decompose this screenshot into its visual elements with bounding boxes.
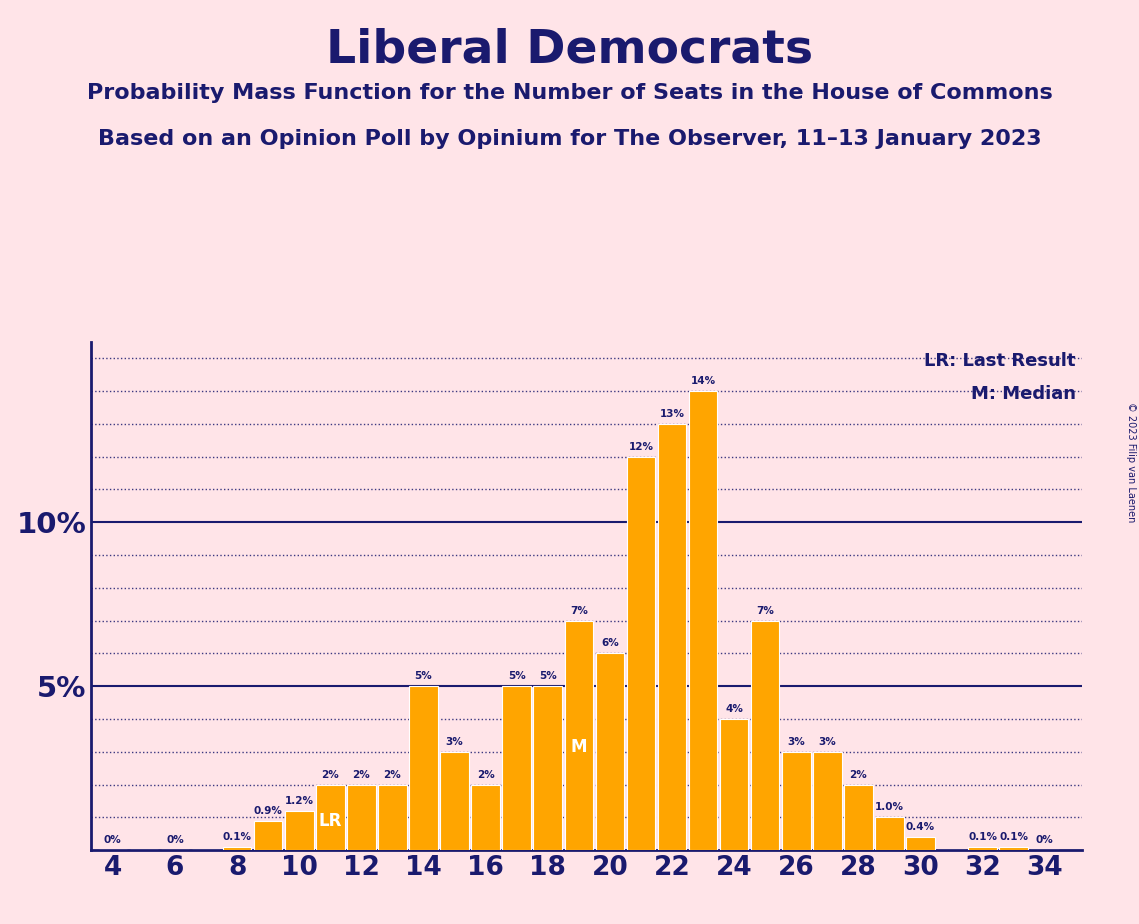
- Text: 2%: 2%: [321, 770, 339, 780]
- Text: 1.0%: 1.0%: [875, 802, 904, 812]
- Bar: [813, 752, 842, 850]
- Bar: [751, 621, 779, 850]
- Text: Probability Mass Function for the Number of Seats in the House of Commons: Probability Mass Function for the Number…: [87, 83, 1052, 103]
- Text: 7%: 7%: [570, 605, 588, 615]
- Bar: [968, 846, 997, 850]
- Bar: [378, 784, 407, 850]
- Bar: [565, 621, 593, 850]
- Bar: [720, 719, 748, 850]
- Bar: [626, 456, 655, 850]
- Bar: [689, 391, 718, 850]
- Bar: [999, 846, 1029, 850]
- Text: Liberal Democrats: Liberal Democrats: [326, 28, 813, 73]
- Text: 0.9%: 0.9%: [254, 806, 282, 816]
- Bar: [316, 784, 345, 850]
- Bar: [782, 752, 811, 850]
- Bar: [502, 687, 531, 850]
- Bar: [844, 784, 872, 850]
- Text: 2%: 2%: [352, 770, 370, 780]
- Text: 3%: 3%: [819, 736, 836, 747]
- Text: 0%: 0%: [166, 835, 183, 845]
- Bar: [596, 653, 624, 850]
- Text: 0.1%: 0.1%: [222, 832, 252, 842]
- Bar: [441, 752, 469, 850]
- Text: 2%: 2%: [850, 770, 867, 780]
- Bar: [657, 424, 687, 850]
- Text: 14%: 14%: [690, 376, 715, 386]
- Bar: [223, 846, 252, 850]
- Bar: [285, 810, 313, 850]
- Bar: [907, 837, 935, 850]
- Text: 1.2%: 1.2%: [285, 796, 313, 806]
- Text: 5%: 5%: [539, 671, 557, 681]
- Bar: [254, 821, 282, 850]
- Text: 0%: 0%: [1035, 835, 1054, 845]
- Text: 6%: 6%: [601, 638, 618, 649]
- Text: 13%: 13%: [659, 409, 685, 419]
- Text: 7%: 7%: [756, 605, 775, 615]
- Text: 0.1%: 0.1%: [999, 832, 1029, 842]
- Bar: [533, 687, 562, 850]
- Text: LR: LR: [319, 811, 342, 830]
- Text: LR: Last Result: LR: Last Result: [925, 352, 1076, 370]
- Text: M: M: [571, 737, 587, 756]
- Bar: [875, 818, 903, 850]
- Text: 2%: 2%: [384, 770, 401, 780]
- Text: 0%: 0%: [104, 835, 122, 845]
- Text: Based on an Opinion Poll by Opinium for The Observer, 11–13 January 2023: Based on an Opinion Poll by Opinium for …: [98, 129, 1041, 150]
- Text: 4%: 4%: [726, 704, 743, 714]
- Text: © 2023 Filip van Laenen: © 2023 Filip van Laenen: [1126, 402, 1136, 522]
- Text: 12%: 12%: [629, 442, 654, 452]
- Text: 0.4%: 0.4%: [906, 822, 935, 832]
- Text: 2%: 2%: [477, 770, 494, 780]
- Text: 3%: 3%: [445, 736, 464, 747]
- Text: M: Median: M: Median: [970, 384, 1076, 403]
- Bar: [409, 687, 437, 850]
- Bar: [472, 784, 500, 850]
- Text: 0.1%: 0.1%: [968, 832, 997, 842]
- Text: 5%: 5%: [508, 671, 525, 681]
- Bar: [347, 784, 376, 850]
- Text: 3%: 3%: [787, 736, 805, 747]
- Text: 5%: 5%: [415, 671, 433, 681]
